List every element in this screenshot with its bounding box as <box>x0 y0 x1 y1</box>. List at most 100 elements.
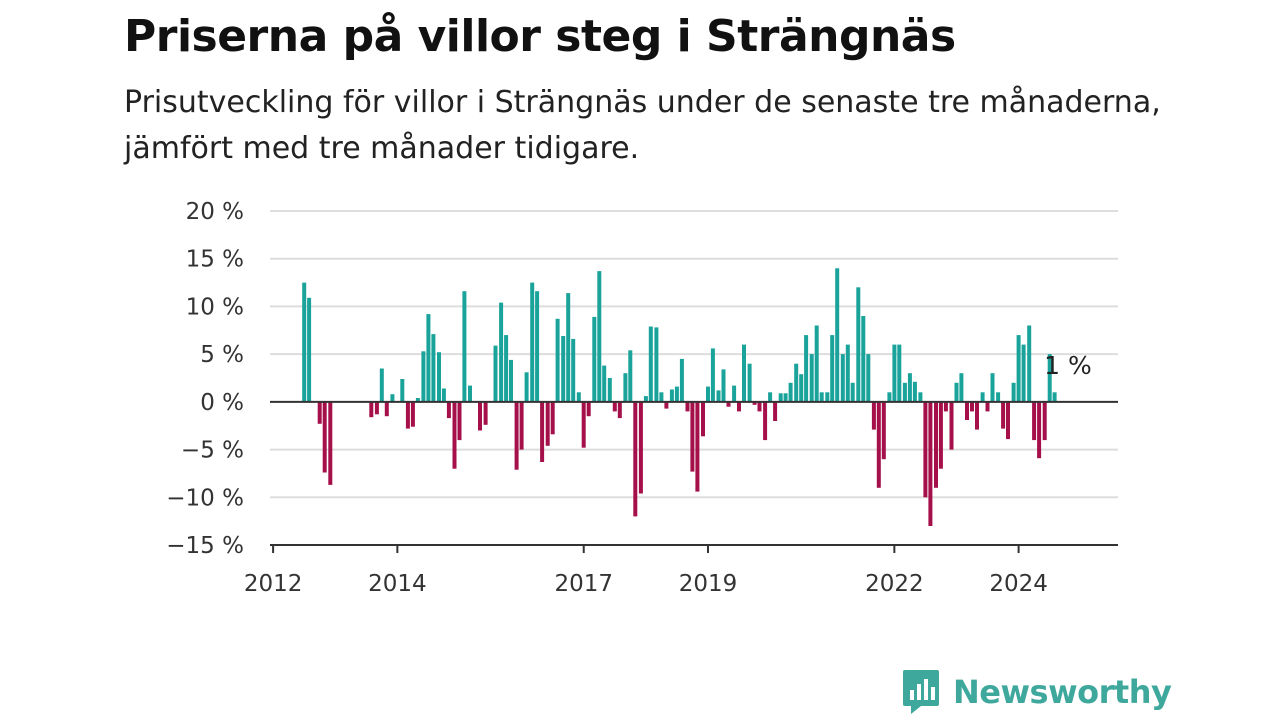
bar <box>384 401 389 417</box>
bar <box>850 382 855 402</box>
bar <box>742 344 746 402</box>
bar <box>648 326 653 402</box>
y-tick-label: −15 % <box>166 533 244 559</box>
bar <box>566 293 571 402</box>
bar <box>581 401 586 448</box>
bar <box>1021 344 1026 402</box>
bar <box>783 393 788 402</box>
bar <box>934 401 938 488</box>
y-tick-label: 20 % <box>186 199 244 225</box>
y-tick-label: −5 % <box>181 438 244 464</box>
bar <box>1027 325 1032 402</box>
bar <box>638 401 643 494</box>
bar <box>550 401 555 435</box>
y-tick-label: 10 % <box>186 294 244 320</box>
bar <box>835 268 840 402</box>
bar <box>685 401 690 412</box>
bar <box>794 363 799 402</box>
y-tick-label: 5 % <box>200 342 244 368</box>
bar <box>654 327 659 402</box>
bar <box>659 392 664 402</box>
bar <box>468 385 472 402</box>
chart-title: Priserna på villor steg i Strängnäs <box>124 11 956 62</box>
bar <box>990 373 995 402</box>
x-tick-label: 2012 <box>244 571 303 597</box>
bar <box>1032 401 1037 441</box>
bar <box>421 351 426 402</box>
bar <box>871 401 876 430</box>
bar <box>317 401 322 424</box>
bar <box>975 401 979 430</box>
bar <box>892 344 897 402</box>
bar <box>690 401 695 472</box>
bar <box>405 401 410 429</box>
bar <box>415 398 420 402</box>
bar <box>410 401 415 427</box>
bar <box>721 369 726 402</box>
bar <box>763 401 768 441</box>
bar <box>628 350 633 402</box>
bar <box>390 394 395 402</box>
bar <box>773 401 778 421</box>
bar <box>633 401 638 517</box>
bar <box>902 382 907 402</box>
bar <box>996 392 1001 402</box>
bar <box>452 401 457 469</box>
bar <box>778 393 783 402</box>
bar <box>814 325 819 402</box>
y-tick-label: −10 % <box>166 485 244 511</box>
bar <box>788 382 793 402</box>
bar <box>1011 382 1016 402</box>
bar <box>980 392 985 402</box>
bar <box>747 363 752 402</box>
bar <box>866 354 871 402</box>
bar <box>369 401 374 418</box>
bar <box>664 401 669 409</box>
bar-chart-speech-bubble-icon <box>903 670 939 714</box>
bar <box>1006 401 1010 440</box>
bar <box>949 401 954 450</box>
bar <box>576 392 581 402</box>
bar <box>437 352 441 402</box>
x-tick-label: 2022 <box>865 571 924 597</box>
bar <box>856 287 861 402</box>
bar <box>965 401 969 420</box>
bar <box>426 314 431 402</box>
bar <box>695 401 700 492</box>
bar <box>1037 401 1042 459</box>
bar <box>612 401 617 412</box>
bar <box>597 271 602 402</box>
brand-logo[interactable]: Newsworthy <box>901 668 1172 716</box>
bar <box>379 368 384 402</box>
bar <box>540 401 545 462</box>
bar <box>825 392 830 402</box>
bar <box>617 401 622 419</box>
bar <box>876 401 881 488</box>
bar <box>985 401 990 412</box>
bar <box>710 348 715 402</box>
bar <box>840 354 845 402</box>
bar <box>954 382 959 402</box>
bar <box>809 354 814 402</box>
bar <box>302 282 307 402</box>
x-tick-label: 2014 <box>368 571 427 597</box>
bar <box>524 372 529 402</box>
bar <box>861 316 866 402</box>
bar <box>1001 401 1006 429</box>
bar <box>499 302 504 402</box>
bar <box>923 401 928 498</box>
bar <box>928 401 933 526</box>
bar <box>322 401 327 473</box>
bar <box>457 401 462 441</box>
bar <box>701 401 705 437</box>
bar <box>943 401 948 412</box>
bar <box>483 401 488 425</box>
bar <box>669 389 674 402</box>
bar <box>799 374 804 402</box>
y-tick-label: 15 % <box>186 247 244 273</box>
bar <box>804 335 809 402</box>
bar <box>493 345 498 402</box>
bar <box>592 316 597 402</box>
x-axis-ticks: 2012 2014 2017 2019 2022 2024 <box>244 545 1048 597</box>
bar <box>830 335 835 402</box>
